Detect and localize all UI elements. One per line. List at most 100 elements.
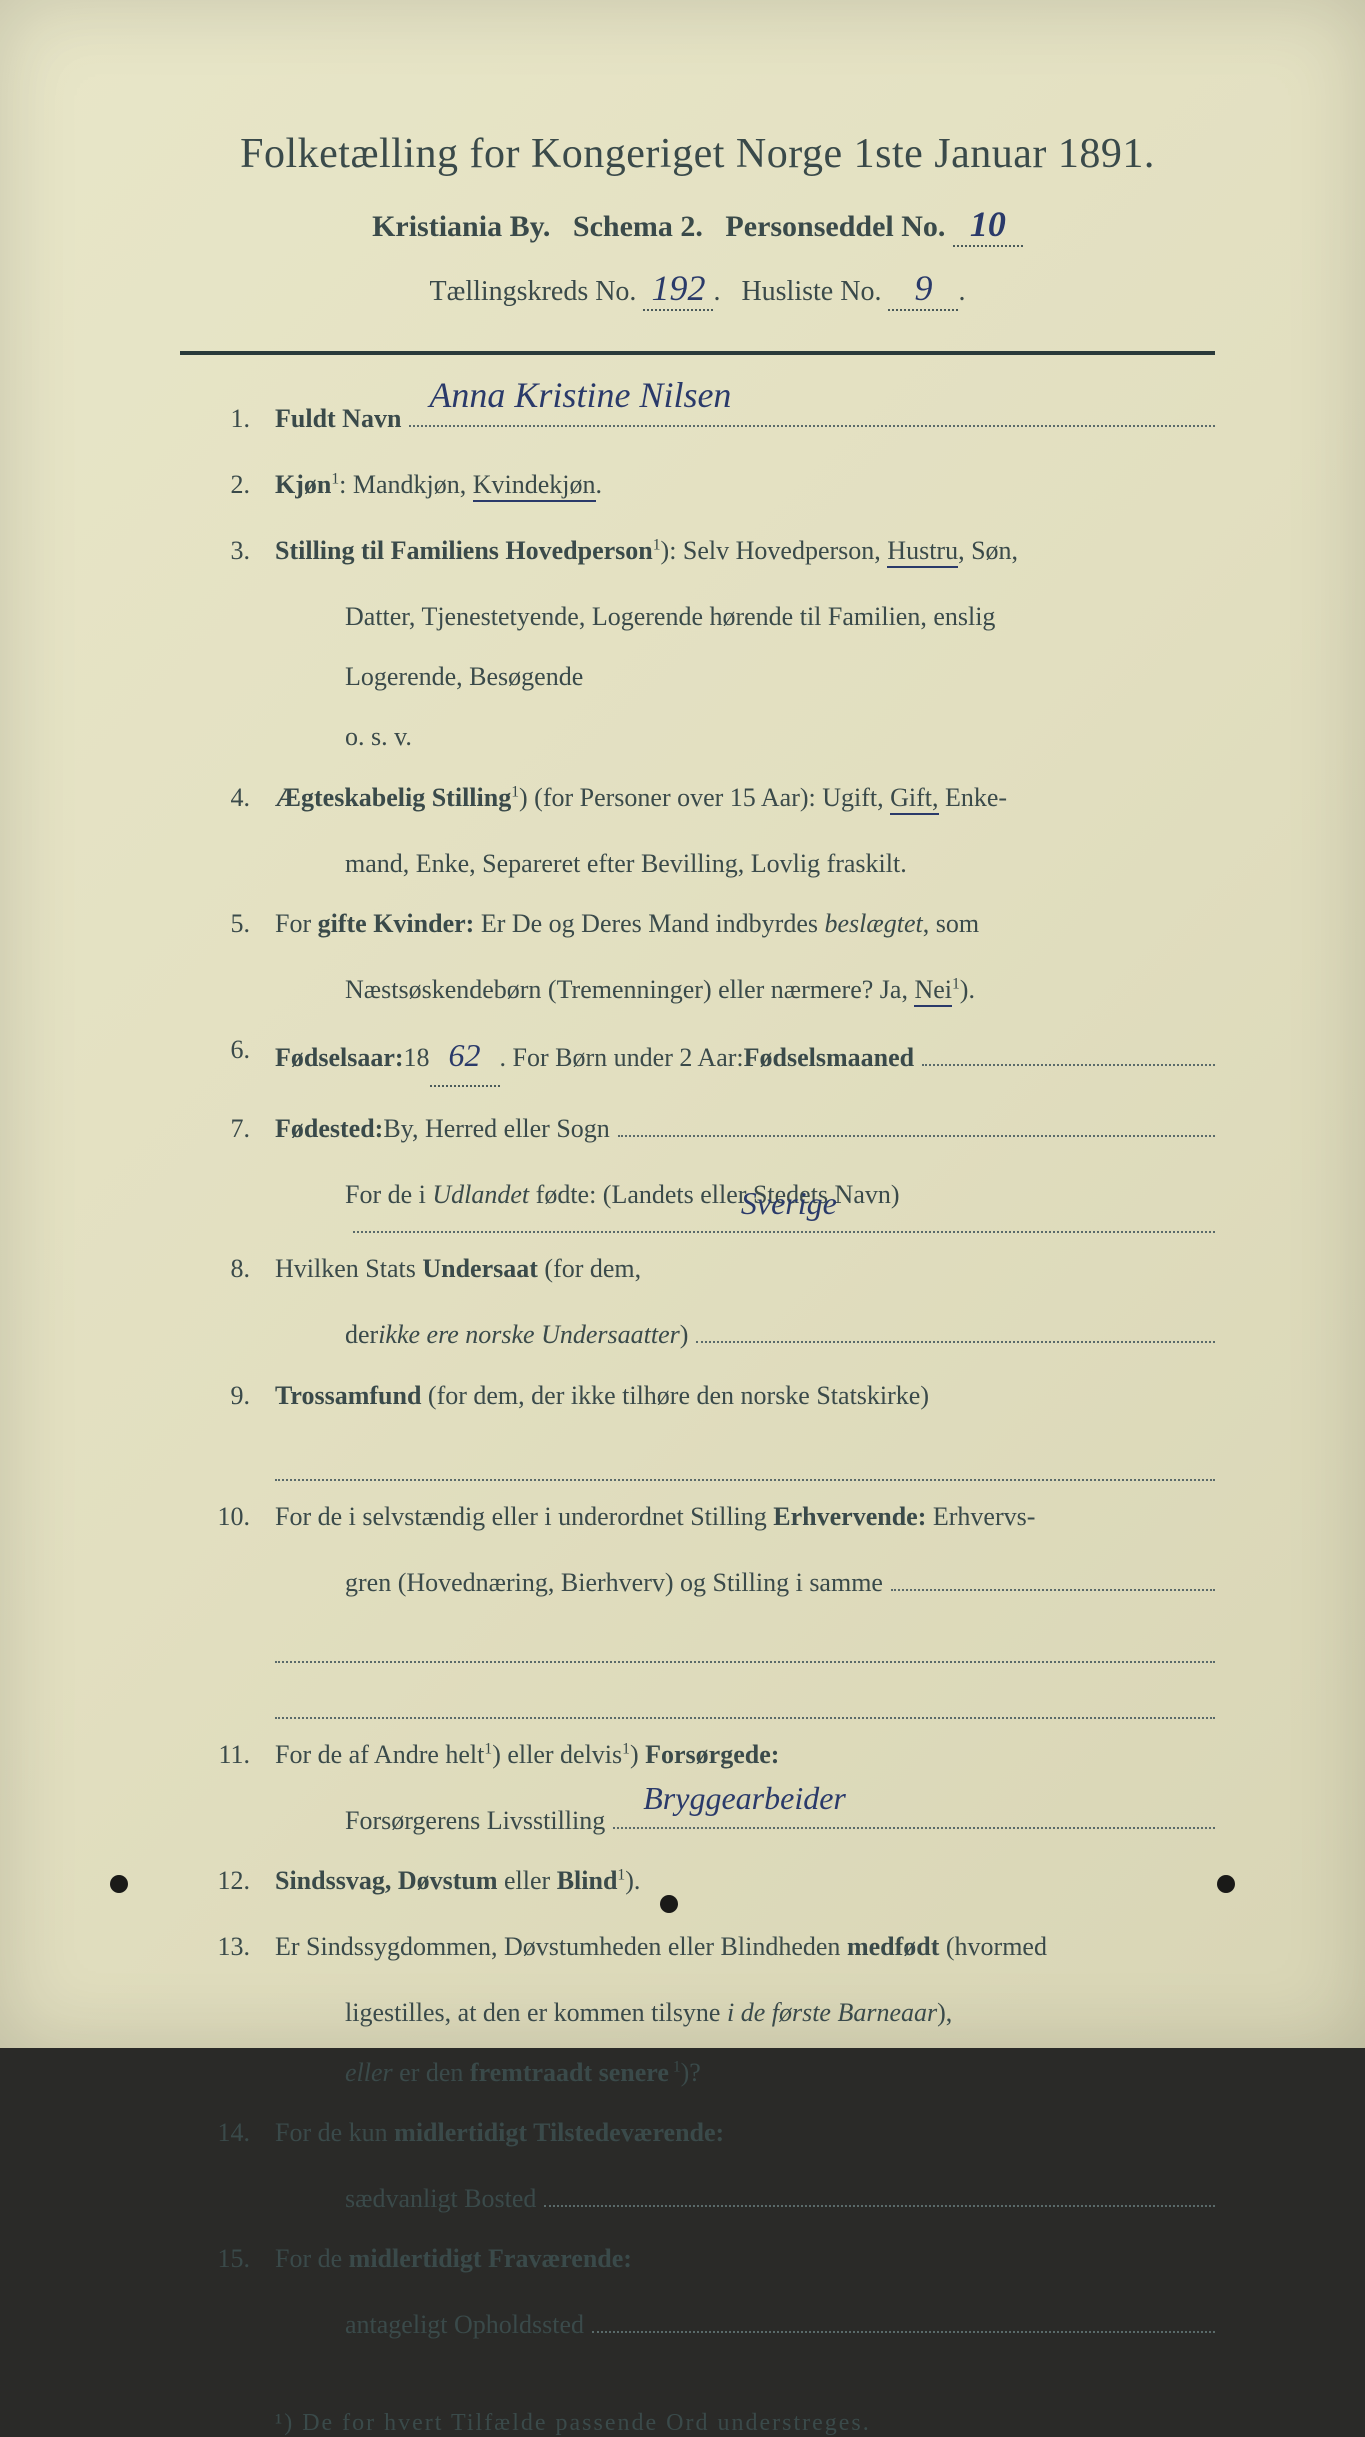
fodested-label: Fødested: bbox=[275, 1105, 383, 1153]
item-5: 5. For gifte Kvinder: Er De og Deres Man… bbox=[180, 900, 1215, 948]
trossamfund-label: Trossamfund bbox=[275, 1381, 421, 1410]
provider-field: Bryggearbeider bbox=[613, 1827, 1215, 1829]
foreign-birthplace-field: Sverige bbox=[353, 1231, 1215, 1233]
item-num: 15. bbox=[180, 2235, 275, 2283]
item-num: 10. bbox=[180, 1493, 275, 1541]
item-4: 4. Ægteskabelig Stilling1) (for Personer… bbox=[180, 774, 1215, 822]
i7-l2a: For de i bbox=[345, 1180, 432, 1209]
binding-hole bbox=[110, 1875, 128, 1893]
name-value: Anna Kristine Nilsen bbox=[429, 362, 731, 429]
footnote-marker: 1 bbox=[511, 783, 519, 800]
i7-l2b: fødte: (Landets eller Stedets Navn) bbox=[529, 1180, 899, 1209]
item-num: 14. bbox=[180, 2109, 275, 2157]
item-content: Sindssvag, Døvstum eller Blind1). bbox=[275, 1857, 1215, 1905]
item-num: 8. bbox=[180, 1245, 275, 1293]
item-13: 13. Er Sindssygdommen, Døvstumheden elle… bbox=[180, 1923, 1215, 1971]
item-content: Fuldt Navn Anna Kristine Nilsen bbox=[275, 395, 1215, 443]
occupation-field-1 bbox=[891, 1589, 1215, 1591]
i5-italic: beslægtet bbox=[825, 909, 923, 938]
i9-text: (for dem, der ikke tilhøre den norske St… bbox=[421, 1381, 929, 1410]
citizenship-field bbox=[696, 1341, 1215, 1343]
personseddel-label: Personseddel No. bbox=[725, 210, 945, 243]
aegteskab-t1: ) (for Personer over 15 Aar): Ugift, bbox=[519, 783, 890, 812]
i10-t2: Erhvervs- bbox=[926, 1502, 1035, 1531]
item-content: For de midlertidigt Fraværende: bbox=[275, 2235, 1215, 2283]
item-num: 1. bbox=[180, 395, 275, 443]
kjon-text: : Mandkjøn, bbox=[339, 470, 473, 499]
item-3: 3. Stilling til Familiens Hovedperson1):… bbox=[180, 527, 1215, 575]
item-num: 4. bbox=[180, 774, 275, 822]
i5-selected: Nei bbox=[914, 975, 952, 1007]
name-field: Anna Kristine Nilsen bbox=[409, 425, 1215, 427]
i5-l2a: Næstsøskendebørn (Tremenninger) eller næ… bbox=[345, 975, 914, 1004]
sindssvag-label: Sindssvag, Døvstum bbox=[275, 1866, 498, 1895]
item-content: For de i selvstændig eller i underordnet… bbox=[275, 1493, 1215, 1541]
item-num: 11. bbox=[180, 1731, 275, 1779]
binding-hole bbox=[1217, 1875, 1235, 1893]
i11-t3: ) bbox=[630, 1740, 645, 1769]
i8-l2a: der bbox=[345, 1311, 378, 1359]
year-value: 62 bbox=[449, 1037, 481, 1073]
i10-t1: For de i selvstændig eller i underordnet… bbox=[275, 1502, 773, 1531]
tilstede-label: midlertidigt Tilstedeværende: bbox=[394, 2118, 724, 2147]
city-label: Kristiania By. bbox=[372, 210, 550, 243]
i5-t1: For bbox=[275, 909, 318, 938]
fremtraadt-label: fremtraadt senere bbox=[470, 2058, 669, 2087]
month-field bbox=[922, 1064, 1215, 1066]
item-2: 2. Kjøn1: Mandkjøn, Kvindekjøn. bbox=[180, 461, 1215, 509]
item-15-line2: antageligt Opholdssted bbox=[180, 2301, 1215, 2349]
i12-t1: eller bbox=[498, 1866, 557, 1895]
item-content: Kjøn1: Mandkjøn, Kvindekjøn. bbox=[275, 461, 1215, 509]
item-1: 1. Fuldt Navn Anna Kristine Nilsen bbox=[180, 395, 1215, 443]
birthplace-field bbox=[618, 1135, 1215, 1137]
subline: Tællingskreds No. 192. Husliste No. 9. bbox=[180, 267, 1215, 311]
fodselsaar-label: Fødselsaar: bbox=[275, 1034, 404, 1082]
item-num: 9. bbox=[180, 1372, 275, 1420]
i8-l2b: ) bbox=[680, 1311, 689, 1359]
i8-italic: ikke ere norske Undersaatter bbox=[378, 1311, 680, 1359]
stilling-t2: , Søn, bbox=[958, 536, 1018, 565]
i14-l2: sædvanligt Bosted bbox=[345, 2175, 536, 2223]
kjon-tail: . bbox=[596, 470, 603, 499]
fuldt-navn-label: Fuldt Navn bbox=[275, 395, 401, 443]
i6-prefix: 18 bbox=[404, 1034, 430, 1082]
form-items: 1. Fuldt Navn Anna Kristine Nilsen 2. Kj… bbox=[180, 395, 1215, 2350]
item-content: Fødselsaar: 1862. For Børn under 2 Aar: … bbox=[275, 1026, 1215, 1087]
kreds-no-field: 192 bbox=[643, 267, 713, 311]
i5-t3: , som bbox=[923, 909, 979, 938]
item-content: Hvilken Stats Undersaat (for dem, bbox=[275, 1245, 1215, 1293]
item-content: Ægteskabelig Stilling1) (for Personer ov… bbox=[275, 774, 1215, 822]
personseddel-no-field: 10 bbox=[953, 203, 1023, 247]
item-num: 6. bbox=[180, 1026, 275, 1087]
item-7-value-line: Sverige bbox=[180, 1231, 1215, 1233]
item-3-line4: o. s. v. bbox=[180, 713, 1215, 761]
footnote-marker: 1 bbox=[952, 975, 960, 992]
personseddel-no: 10 bbox=[970, 203, 1006, 245]
item-3-line3: Logerende, Besøgende bbox=[180, 653, 1215, 701]
provider-value: Bryggearbeider bbox=[643, 1769, 846, 1828]
stilling-label: Stilling til Familiens Hovedperson bbox=[275, 536, 653, 565]
stilling-t1: ): Selv Hovedperson, bbox=[661, 536, 888, 565]
i5-t2: Er De og Deres Mand indbyrdes bbox=[474, 909, 824, 938]
i13-l3c: )? bbox=[681, 2058, 701, 2087]
husliste-no-field: 9 bbox=[888, 267, 958, 311]
item-num: 7. bbox=[180, 1105, 275, 1153]
item-num: 13. bbox=[180, 1923, 275, 1971]
footnote-marker: 1 bbox=[669, 2058, 681, 2075]
item-content: For gifte Kvinder: Er De og Deres Mand i… bbox=[275, 900, 1215, 948]
binding-hole bbox=[660, 1895, 678, 1913]
i15-l2: antageligt Opholdssted bbox=[345, 2301, 584, 2349]
i8-t1: Hvilken Stats bbox=[275, 1254, 422, 1283]
item-13-line3: eller er den fremtraadt senere 1)? bbox=[180, 2049, 1215, 2097]
forsorgede-label: Forsørgede: bbox=[645, 1740, 779, 1769]
census-form-page: Folketælling for Kongeriget Norge 1ste J… bbox=[0, 0, 1365, 2048]
item-num: 5. bbox=[180, 900, 275, 948]
footnote: ¹) De for hvert Tilfælde passende Ord un… bbox=[180, 2410, 1215, 2437]
item-content: Trossamfund (for dem, der ikke tilhøre d… bbox=[275, 1372, 1215, 1420]
i13-l2b: ), bbox=[937, 1998, 952, 2027]
schema-label: Schema 2. bbox=[573, 210, 703, 243]
footnote-marker: 1 bbox=[653, 537, 661, 554]
fodselsmaaned-label: Fødselsmaaned bbox=[744, 1034, 914, 1082]
item-8: 8. Hvilken Stats Undersaat (for dem, bbox=[180, 1245, 1215, 1293]
usual-residence-field bbox=[544, 2205, 1215, 2207]
